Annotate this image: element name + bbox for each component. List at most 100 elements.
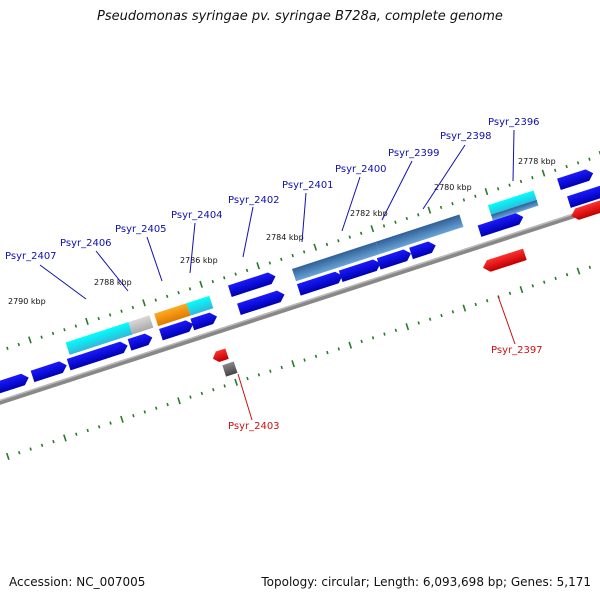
cds-arrow[interactable] xyxy=(127,332,155,351)
scale-tick xyxy=(120,415,124,423)
scale-tick xyxy=(154,298,157,302)
scale-tick xyxy=(86,428,89,433)
scale-tick xyxy=(428,317,432,321)
feature-bar-darkgray[interactable] xyxy=(222,361,238,377)
cds-forward-row-2 xyxy=(228,167,595,297)
cds-arrow[interactable] xyxy=(228,271,277,297)
scale-tick xyxy=(314,354,318,358)
scale-tick xyxy=(394,220,397,224)
scale-tick xyxy=(405,323,410,331)
feature-bar-gray[interactable] xyxy=(128,315,154,335)
feature-bar-orange[interactable] xyxy=(154,303,191,327)
scale-tick xyxy=(154,406,158,410)
cds-arrow[interactable] xyxy=(409,240,437,260)
feature-bar-steelblue[interactable] xyxy=(375,214,464,255)
cds-arrow[interactable] xyxy=(481,248,527,274)
gene-label[interactable]: Psyr_2402 xyxy=(228,195,280,206)
feature-bar-cyan[interactable] xyxy=(186,295,214,316)
gene-label[interactable]: Psyr_2404 xyxy=(171,210,223,221)
gene-label[interactable]: Psyr_2403 xyxy=(228,421,280,432)
scale-tick xyxy=(97,425,101,429)
scale-tick xyxy=(543,280,546,284)
feature-bar-steelblue[interactable] xyxy=(292,241,380,282)
scale-tick xyxy=(531,284,535,288)
cds-arrow[interactable] xyxy=(0,372,31,395)
scale-tick xyxy=(257,373,261,377)
cds-arrow[interactable] xyxy=(211,348,229,363)
scale-tick xyxy=(18,451,21,455)
callout-line xyxy=(39,264,87,300)
gene-label[interactable]: Psyr_2396 xyxy=(488,117,540,128)
scale-tick xyxy=(302,250,306,254)
scale-tick xyxy=(143,410,147,414)
cds-arrow[interactable] xyxy=(66,340,130,371)
gene-label[interactable]: Psyr_2398 xyxy=(440,131,492,142)
scale-tick xyxy=(120,309,123,313)
scale-tick xyxy=(383,332,386,336)
scale-tick xyxy=(166,402,169,407)
scale-tick xyxy=(484,188,489,196)
scale-tick xyxy=(405,216,409,221)
scale-label: 2778 kbp xyxy=(518,157,556,166)
scale-tick xyxy=(474,194,477,198)
scale-tick xyxy=(554,276,557,281)
scale-tick xyxy=(142,299,146,307)
scale-tick xyxy=(28,336,32,344)
cds-arrow[interactable] xyxy=(30,360,69,383)
cds-arrow[interactable] xyxy=(159,318,195,341)
cds-arrow[interactable] xyxy=(567,182,600,208)
gene-label[interactable]: Psyr_2400 xyxy=(335,164,387,175)
gene-label[interactable]: Psyr_2407 xyxy=(5,251,57,262)
cds-arrow[interactable] xyxy=(477,211,525,237)
scale-tick xyxy=(199,280,203,288)
scale-tick xyxy=(326,350,329,355)
feature-bar-cyan[interactable] xyxy=(487,190,537,216)
scale-tick xyxy=(74,324,78,328)
scale-tick xyxy=(63,434,67,442)
scale-tick xyxy=(280,365,283,370)
scale-tick xyxy=(553,168,557,172)
scale-tick xyxy=(508,183,511,187)
cds-arrow[interactable] xyxy=(296,270,344,296)
cds-arrow[interactable] xyxy=(338,258,383,282)
scale-tick xyxy=(382,224,386,228)
scale-tick xyxy=(394,328,398,333)
scale-tick xyxy=(531,176,534,180)
scale-tick xyxy=(109,421,112,425)
scale-tick xyxy=(280,257,283,261)
cds-arrow[interactable] xyxy=(557,167,595,191)
callout-line xyxy=(301,192,307,243)
cds-arrow[interactable] xyxy=(190,311,218,331)
scale-tick xyxy=(496,187,500,191)
scale-tick xyxy=(52,439,55,444)
scale-tick xyxy=(337,347,341,351)
scale-label: 2782 kbp xyxy=(350,209,388,218)
scale-tick xyxy=(245,268,249,273)
scale-tick xyxy=(108,313,112,317)
feature-bar-cyan[interactable] xyxy=(65,322,133,355)
gene-label[interactable]: Psyr_2405 xyxy=(115,224,167,235)
cds-arrow[interactable] xyxy=(376,248,413,270)
gene-label[interactable]: Psyr_2401 xyxy=(282,180,334,191)
scale-tick xyxy=(212,388,215,392)
cds-arrow[interactable] xyxy=(569,197,600,221)
scale-tick xyxy=(325,242,329,247)
gene-label[interactable]: Psyr_2399 xyxy=(388,148,440,159)
scale-tick xyxy=(370,225,375,233)
scale-tick xyxy=(188,287,192,291)
scale-tick xyxy=(234,272,237,276)
cds-arrow[interactable] xyxy=(237,289,286,316)
scale-tick xyxy=(474,302,477,307)
gene-label[interactable]: Psyr_2406 xyxy=(60,238,112,249)
scale-tick xyxy=(85,317,89,325)
feature-bar-steelblue[interactable] xyxy=(491,199,539,221)
gene-label[interactable]: Psyr_2397 xyxy=(491,345,543,356)
scale-tick xyxy=(211,279,215,284)
scale-tick xyxy=(6,452,10,461)
scale-tick xyxy=(132,413,135,418)
scale-label: 2790 kbp xyxy=(8,297,46,306)
genome-summary: Topology: circular; Length: 6,093,698 bp… xyxy=(261,575,591,589)
